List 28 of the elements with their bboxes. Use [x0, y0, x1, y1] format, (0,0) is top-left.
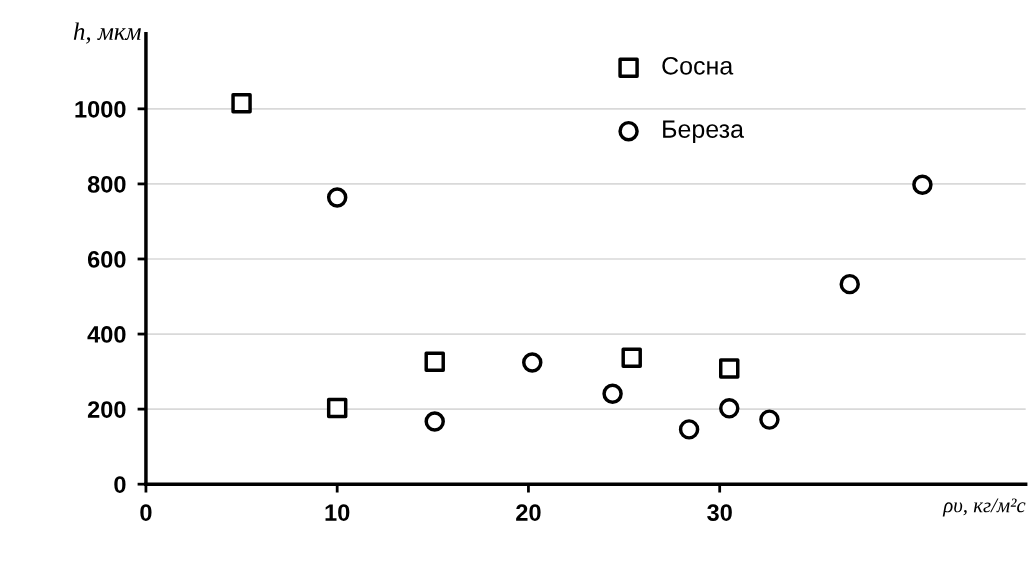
point: [326, 397, 348, 419]
point: [621, 347, 642, 368]
y-tick-label: 600: [87, 251, 126, 268]
point: [231, 92, 252, 114]
point: [839, 273, 860, 295]
y-axis-title: h, мкм: [73, 22, 141, 44]
x-tick-label: 10: [325, 504, 350, 521]
point: [678, 419, 700, 440]
legend-label: Сосна: [662, 56, 734, 75]
point: [719, 398, 740, 419]
x-tick-label: 0: [140, 504, 152, 521]
y-tick-label: 0: [114, 476, 126, 493]
x-tick-label: 20: [516, 504, 541, 521]
y-tick-label: 1000: [75, 100, 126, 118]
x-tick-label: 30: [707, 504, 732, 521]
point: [912, 174, 933, 195]
point: [522, 352, 543, 373]
point: [719, 358, 740, 379]
point: [424, 411, 445, 432]
y-tick-label: 200: [87, 401, 126, 418]
point: [602, 383, 623, 404]
point: [759, 409, 780, 430]
point: [326, 187, 348, 208]
legend-label: Береза: [663, 120, 744, 143]
point: [424, 351, 445, 373]
x-axis-title: ρυ, кг/м²с: [942, 498, 1026, 517]
y-tick-label: 400: [87, 326, 126, 343]
y-tick-label: 800: [87, 175, 126, 193]
